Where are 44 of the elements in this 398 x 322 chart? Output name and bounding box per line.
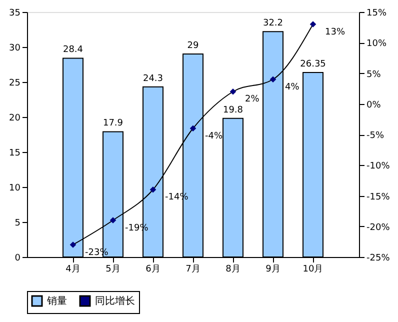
- data-label: 32.2: [262, 18, 284, 29]
- x-tick-label: 8月: [226, 264, 240, 274]
- y-tick-label: 10: [9, 184, 21, 194]
- data-label: 24.3: [142, 74, 164, 84]
- point: [110, 217, 116, 224]
- point: [190, 125, 196, 132]
- point: [270, 76, 276, 83]
- data-label: 4%: [285, 82, 300, 92]
- data-label: 19.8: [222, 105, 244, 116]
- y2-tick-label: 5%: [366, 70, 382, 80]
- y2-tick-label: -20%: [366, 222, 390, 233]
- y-tick-label: 30: [9, 44, 21, 54]
- y2-tick-label: 10%: [366, 39, 387, 50]
- y-tick-label: 25: [9, 78, 20, 88]
- x-tick-label: 10月: [302, 264, 324, 274]
- x-tick-label: 7月: [186, 264, 200, 274]
- data-label: 2%: [245, 94, 260, 105]
- x-tick-label: 5月: [106, 264, 120, 274]
- point: [70, 242, 76, 248]
- x-tick-label: 4月: [66, 264, 80, 274]
- data-label: 17.9: [102, 118, 124, 129]
- x-tick-label: 9月: [266, 264, 280, 274]
- y2-tick-label: -10%: [366, 162, 390, 172]
- y-tick-label: 15: [9, 148, 20, 158]
- y2-tick-label: -5%: [366, 131, 384, 141]
- y2-tick-label: 0%: [366, 100, 382, 110]
- y2-tick-label: 15%: [366, 8, 387, 18]
- y-tick-label: 20: [9, 114, 21, 124]
- y-tick-label: 5: [14, 218, 20, 228]
- data-label: -4%: [205, 131, 223, 142]
- point: [310, 21, 316, 28]
- data-label: 28.4: [62, 45, 84, 56]
- data-label: 29: [187, 41, 199, 51]
- y2-tick-label: -15%: [366, 192, 390, 202]
- data-label: 26.35: [300, 60, 326, 70]
- data-label: 13%: [325, 27, 346, 38]
- point: [230, 88, 236, 95]
- point: [150, 186, 156, 193]
- y-tick-label: 0: [14, 254, 21, 264]
- y2-tick-label: -25%: [366, 254, 390, 264]
- x-tick-label: 6月: [146, 264, 160, 274]
- y-tick-label: 35: [9, 8, 20, 18]
- legend-label: 销量: [46, 296, 67, 307]
- legend-label: 同比增长: [95, 295, 135, 307]
